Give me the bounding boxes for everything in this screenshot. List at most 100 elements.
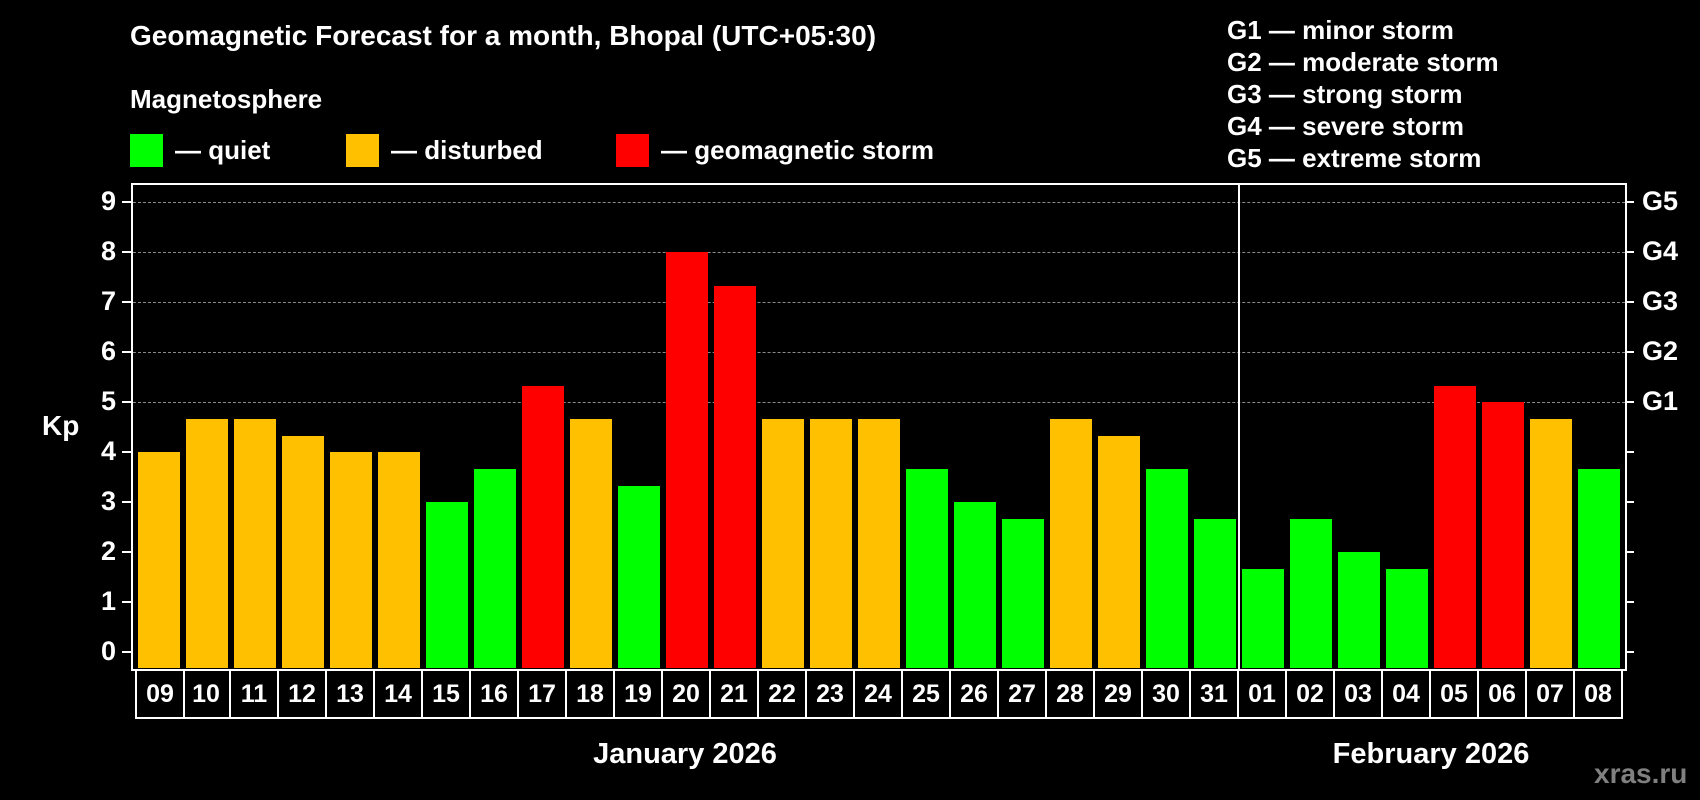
legend-label: — disturbed (391, 134, 543, 165)
day-label: 19 (615, 669, 663, 719)
legend-item-disturbed: — disturbed (346, 133, 543, 167)
y-tick-label: 2 (100, 536, 116, 566)
day-label: 08 (1575, 669, 1623, 719)
right-tick (1625, 651, 1634, 653)
day-label: 05 (1431, 669, 1479, 719)
kp-bar (570, 419, 612, 668)
storm-level-label: G4 (1642, 236, 1679, 266)
right-tick (1625, 301, 1634, 303)
legend-label: — geomagnetic storm (661, 134, 935, 165)
day-label: 29 (1095, 669, 1143, 719)
kp-bar (1482, 402, 1524, 668)
y-axis-label: Kp (42, 410, 80, 441)
kp-bar (1530, 419, 1572, 668)
day-label: 22 (759, 669, 807, 719)
kp-bar (1242, 569, 1284, 668)
right-tick (1625, 451, 1634, 453)
day-label: 02 (1287, 669, 1335, 719)
kp-bar (1146, 469, 1188, 668)
kp-bar (1578, 469, 1620, 668)
watermark: xras.ru (1594, 758, 1688, 789)
y-tick-label: 4 (100, 436, 116, 466)
kp-bar (618, 486, 660, 668)
day-label: 25 (903, 669, 951, 719)
legend-item-quiet: — quiet (130, 133, 270, 167)
chart-title: Geomagnetic Forecast for a month, Bhopal… (130, 20, 877, 51)
gridline (133, 302, 1625, 303)
legend-item-storm: — geomagnetic storm (616, 133, 934, 167)
day-label: 16 (471, 669, 519, 719)
day-label: 31 (1191, 669, 1239, 719)
day-label: 13 (327, 669, 375, 719)
day-label: 15 (423, 669, 471, 719)
y-tick-label: 5 (100, 386, 116, 416)
day-label: 09 (135, 669, 185, 719)
chart-frame (131, 183, 1627, 671)
y-tick-label: 8 (100, 236, 116, 266)
kp-bar (234, 419, 276, 668)
right-tick (1625, 551, 1634, 553)
kp-bar (522, 386, 564, 668)
right-tick (1625, 501, 1634, 503)
legend-label: — quiet (175, 134, 271, 165)
day-label: 17 (519, 669, 567, 719)
kp-bar (858, 419, 900, 668)
day-label: 30 (1143, 669, 1191, 719)
kp-bar (1050, 419, 1092, 668)
right-tick (1625, 201, 1634, 203)
kp-bar (762, 419, 804, 668)
kp-bar (330, 452, 372, 668)
y-tick (122, 201, 131, 203)
right-tick (1625, 251, 1634, 253)
month-label-february: February 2026 (1332, 738, 1530, 770)
y-tick (122, 401, 131, 403)
month-divider (1238, 183, 1240, 669)
kp-bar (186, 419, 228, 668)
day-label: 20 (663, 669, 711, 719)
y-tick-label: 7 (100, 286, 116, 316)
y-tick (122, 351, 131, 353)
kp-bar (138, 452, 180, 668)
day-label: 18 (567, 669, 615, 719)
day-label: 21 (711, 669, 759, 719)
storm-level-label: G5 (1642, 186, 1679, 216)
y-tick-label: 9 (100, 186, 116, 216)
kp-bar (1098, 436, 1140, 668)
y-tick (122, 501, 131, 503)
y-tick (122, 651, 131, 653)
month-label-january: January 2026 (593, 738, 777, 770)
y-tick-label: 1 (100, 586, 116, 616)
right-tick (1625, 351, 1634, 353)
day-label: 10 (183, 669, 231, 719)
kp-bar (1194, 519, 1236, 668)
kp-bar (1434, 386, 1476, 668)
day-label: 23 (807, 669, 855, 719)
day-label: 24 (855, 669, 903, 719)
y-tick (122, 251, 131, 253)
day-label: 04 (1383, 669, 1431, 719)
day-label: 12 (279, 669, 327, 719)
kp-bar (282, 436, 324, 668)
y-tick-label: 0 (100, 636, 116, 666)
kp-bar (378, 452, 420, 668)
day-label: 14 (375, 669, 423, 719)
kp-bar (1338, 552, 1380, 668)
kp-bar (1002, 519, 1044, 668)
right-tick (1625, 401, 1634, 403)
day-label: 03 (1335, 669, 1383, 719)
storm-scale-legend: G1 — minor storm G2 — moderate storm G3 … (1227, 14, 1499, 174)
kp-bar (1290, 519, 1332, 668)
storm-scale-g1: G1 — minor storm (1227, 15, 1454, 45)
kp-bar (906, 469, 948, 668)
legend-heading: Magnetosphere (130, 84, 323, 114)
disturbed-swatch (346, 133, 379, 167)
right-tick (1625, 601, 1634, 603)
day-label: 27 (999, 669, 1047, 719)
y-tick-label: 3 (100, 486, 116, 516)
gridline (133, 352, 1625, 353)
storm-swatch (616, 133, 649, 167)
kp-bar (810, 419, 852, 668)
kp-bar (666, 252, 708, 668)
day-label: 01 (1239, 669, 1287, 719)
storm-level-label: G1 (1642, 386, 1679, 416)
